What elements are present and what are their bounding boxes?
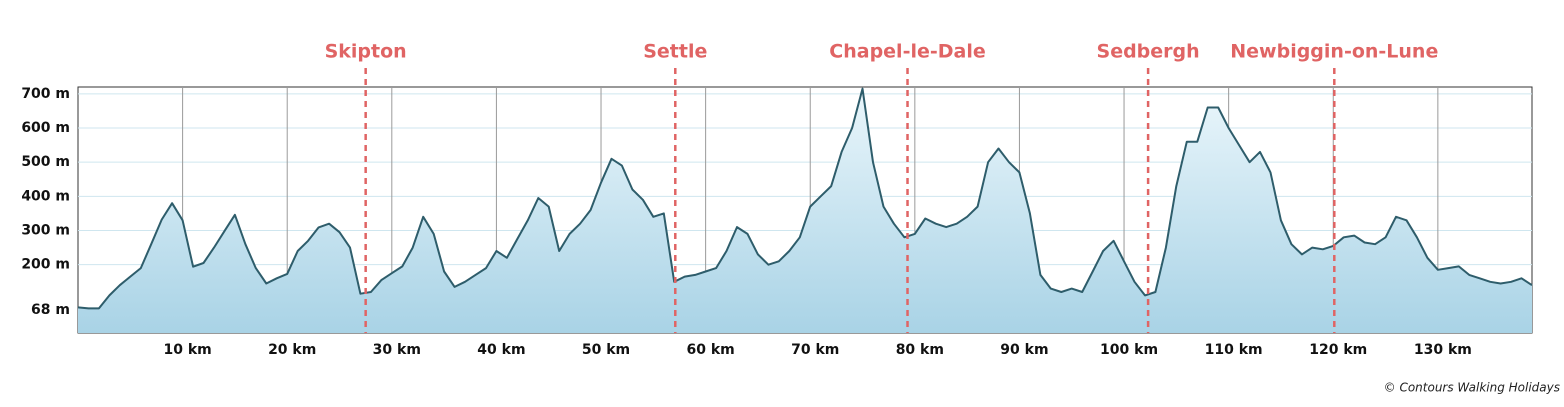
x-tick-label: 50 km xyxy=(582,342,630,358)
town-label: Sedbergh xyxy=(1097,41,1200,63)
x-tick-label: 120 km xyxy=(1309,342,1367,358)
y-tick-label: 700 m xyxy=(21,86,70,102)
x-tick-label: 40 km xyxy=(477,342,525,358)
elevation-line xyxy=(77,87,1533,310)
x-tick-label: 60 km xyxy=(686,342,734,358)
y-tick-label: 500 m xyxy=(21,154,70,170)
town-label: Settle xyxy=(643,41,707,63)
elevation-area xyxy=(78,88,1532,333)
x-tick-label: 100 km xyxy=(1100,342,1158,358)
x-tick-label: 130 km xyxy=(1414,342,1472,358)
x-tick-label: 70 km xyxy=(791,342,839,358)
x-tick-label: 80 km xyxy=(896,342,944,358)
y-tick-label: 68 m xyxy=(31,302,70,318)
x-tick-label: 20 km xyxy=(268,342,316,358)
town-label: Skipton xyxy=(325,41,407,63)
x-tick-label: 90 km xyxy=(1000,342,1048,358)
x-tick-label: 30 km xyxy=(373,342,421,358)
town-label: Chapel-le-Dale xyxy=(829,41,985,63)
town-label: Newbiggin-on-Lune xyxy=(1230,41,1438,63)
x-tick-label: 10 km xyxy=(163,342,211,358)
y-tick-label: 200 m xyxy=(21,257,70,273)
labels: 68 m 200 m 300 m 400 m 500 m 600 m 700 m 10 km 2… xyxy=(21,41,1472,359)
y-tick-label: 400 m xyxy=(21,188,70,204)
x-tick-label: 110 km xyxy=(1205,342,1263,358)
credit: © Contours Walking Holidays xyxy=(1384,381,1560,395)
y-tick-label: 300 m xyxy=(21,223,70,239)
y-tick-label: 600 m xyxy=(21,120,70,136)
plot xyxy=(77,87,1533,333)
